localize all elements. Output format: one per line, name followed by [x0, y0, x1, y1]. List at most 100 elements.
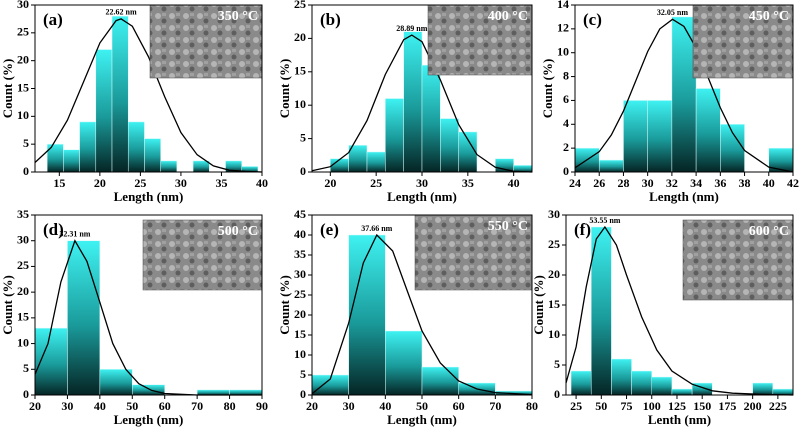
- sem-inset: [682, 219, 794, 301]
- x-tick-label: 175: [718, 399, 736, 413]
- inset-label: 550 °C: [488, 219, 528, 234]
- y-tick-label: 5: [554, 357, 560, 371]
- bar: [695, 88, 721, 173]
- bar: [570, 370, 592, 396]
- y-tick-label: 15: [294, 64, 306, 78]
- panel-label: (f): [574, 220, 591, 239]
- x-axis-label: Length (nm): [387, 412, 457, 427]
- bar: [366, 151, 386, 173]
- x-tick-label: 50: [126, 399, 138, 413]
- panel-label: (e): [320, 220, 339, 239]
- bar: [127, 121, 145, 173]
- x-tick-label: 20: [306, 399, 318, 413]
- y-tick-label: 15: [548, 297, 560, 311]
- x-tick-label: 75: [621, 399, 633, 413]
- y-tick-label: 15: [17, 80, 29, 94]
- bar: [752, 382, 774, 396]
- bar: [385, 330, 423, 396]
- y-tick-label: 10: [17, 108, 29, 122]
- y-tick-label: 25: [17, 25, 29, 39]
- x-axis-label: Length (nm): [114, 189, 184, 204]
- bar: [421, 64, 441, 173]
- inset-label: 450 °C: [749, 9, 789, 24]
- x-tick-label: 26: [593, 176, 605, 190]
- x-tick-label: 40: [379, 399, 391, 413]
- y-tick-label: 25: [294, 0, 306, 11]
- y-tick-label: 35: [17, 207, 29, 221]
- sem-inset: [692, 4, 794, 79]
- x-tick-label: 40: [94, 399, 106, 413]
- panel-label: (b): [320, 10, 341, 29]
- bar: [611, 358, 632, 396]
- y-tick-label: 5: [23, 136, 29, 150]
- x-axis-label: Lenth (nm): [648, 412, 711, 427]
- y-tick-label: 20: [294, 307, 306, 321]
- peak-label: 28.89 nm: [396, 24, 427, 33]
- x-tick-label: 25: [570, 399, 582, 413]
- bar: [647, 100, 673, 173]
- y-tick-label: 30: [17, 0, 29, 11]
- x-tick-label: 80: [224, 399, 236, 413]
- fit-curve: [34, 239, 262, 396]
- bar: [132, 384, 165, 396]
- panel-label: (d): [43, 220, 64, 239]
- y-tick-label: 5: [23, 361, 29, 375]
- fit-curve: [565, 225, 794, 396]
- y-tick-label: 35: [294, 247, 306, 261]
- y-tick-label: 20: [294, 30, 306, 44]
- panel-label: (c): [583, 10, 602, 29]
- y-axis-label: Count (%): [540, 59, 555, 119]
- bar: [458, 131, 478, 173]
- x-tick-label: 15: [53, 176, 65, 190]
- x-axis-label: Length (nm): [387, 189, 457, 204]
- y-tick-label: 8: [563, 68, 569, 82]
- y-tick-label: 30: [548, 207, 560, 221]
- y-tick-label: 14: [557, 0, 569, 11]
- x-tick-label: 36: [714, 176, 726, 190]
- y-tick-label: 20: [17, 52, 29, 66]
- y-tick-label: 0: [23, 164, 29, 178]
- x-tick-label: 100: [643, 399, 661, 413]
- x-tick-label: 60: [159, 399, 171, 413]
- x-tick-label: 70: [191, 399, 203, 413]
- x-tick-label: 60: [453, 399, 465, 413]
- bar: [623, 100, 648, 173]
- sem-inset: [142, 219, 263, 291]
- y-tick-label: 2: [563, 140, 569, 154]
- bar: [67, 240, 101, 396]
- y-axis-label: Count (%): [0, 59, 15, 119]
- y-tick-label: 40: [294, 227, 306, 241]
- fit-curve: [34, 18, 263, 173]
- y-tick-label: 10: [548, 327, 560, 341]
- y-axis-label: Count (%): [531, 275, 546, 335]
- y-tick-label: 6: [563, 92, 569, 106]
- y-tick-label: 20: [17, 284, 29, 298]
- y-tick-label: 0: [300, 164, 306, 178]
- y-tick-label: 5: [300, 367, 306, 381]
- x-tick-label: 150: [693, 399, 711, 413]
- bar: [385, 98, 404, 173]
- y-axis-label: Count (%): [0, 275, 15, 335]
- x-tick-label: 30: [343, 399, 355, 413]
- plot-frame: [574, 4, 794, 173]
- inset-label: 600 °C: [749, 224, 789, 239]
- x-tick-label: 35: [462, 176, 474, 190]
- sem-inset: [427, 4, 533, 76]
- x-tick-label: 90: [256, 399, 268, 413]
- x-tick-label: 70: [489, 399, 501, 413]
- y-tick-label: 0: [300, 387, 306, 401]
- y-tick-label: 25: [17, 258, 29, 272]
- plot-frame: [34, 214, 263, 396]
- bar: [348, 234, 386, 396]
- bar: [63, 149, 80, 173]
- x-tick-label: 225: [769, 399, 787, 413]
- x-tick-label: 200: [744, 399, 762, 413]
- y-tick-label: 10: [557, 44, 569, 58]
- bar: [229, 389, 263, 396]
- fit-curve: [311, 34, 533, 173]
- peak-label: 53.55 nm: [589, 216, 620, 225]
- fit-curve: [574, 18, 794, 173]
- x-tick-label: 40: [256, 176, 268, 190]
- bar: [144, 138, 161, 173]
